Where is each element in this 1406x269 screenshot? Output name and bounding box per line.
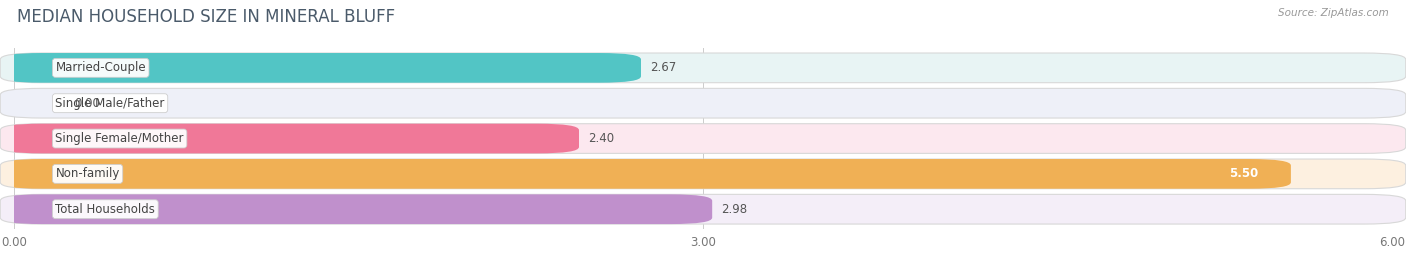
FancyBboxPatch shape	[0, 194, 713, 224]
Text: 2.98: 2.98	[721, 203, 748, 216]
Text: Total Households: Total Households	[55, 203, 155, 216]
FancyBboxPatch shape	[0, 53, 641, 83]
FancyBboxPatch shape	[0, 159, 1406, 189]
Text: Single Female/Mother: Single Female/Mother	[55, 132, 184, 145]
Text: 5.50: 5.50	[1229, 167, 1258, 180]
Text: Source: ZipAtlas.com: Source: ZipAtlas.com	[1278, 8, 1389, 18]
Text: MEDIAN HOUSEHOLD SIZE IN MINERAL BLUFF: MEDIAN HOUSEHOLD SIZE IN MINERAL BLUFF	[17, 8, 395, 26]
Text: 2.67: 2.67	[650, 61, 676, 74]
Text: Single Male/Father: Single Male/Father	[55, 97, 165, 110]
Text: Married-Couple: Married-Couple	[55, 61, 146, 74]
FancyBboxPatch shape	[0, 124, 1406, 153]
FancyBboxPatch shape	[0, 88, 1406, 118]
FancyBboxPatch shape	[0, 53, 1406, 83]
FancyBboxPatch shape	[0, 124, 579, 153]
Text: 2.40: 2.40	[588, 132, 614, 145]
FancyBboxPatch shape	[0, 159, 1291, 189]
Text: 0.00: 0.00	[73, 97, 100, 110]
FancyBboxPatch shape	[0, 194, 1406, 224]
Text: Non-family: Non-family	[55, 167, 120, 180]
